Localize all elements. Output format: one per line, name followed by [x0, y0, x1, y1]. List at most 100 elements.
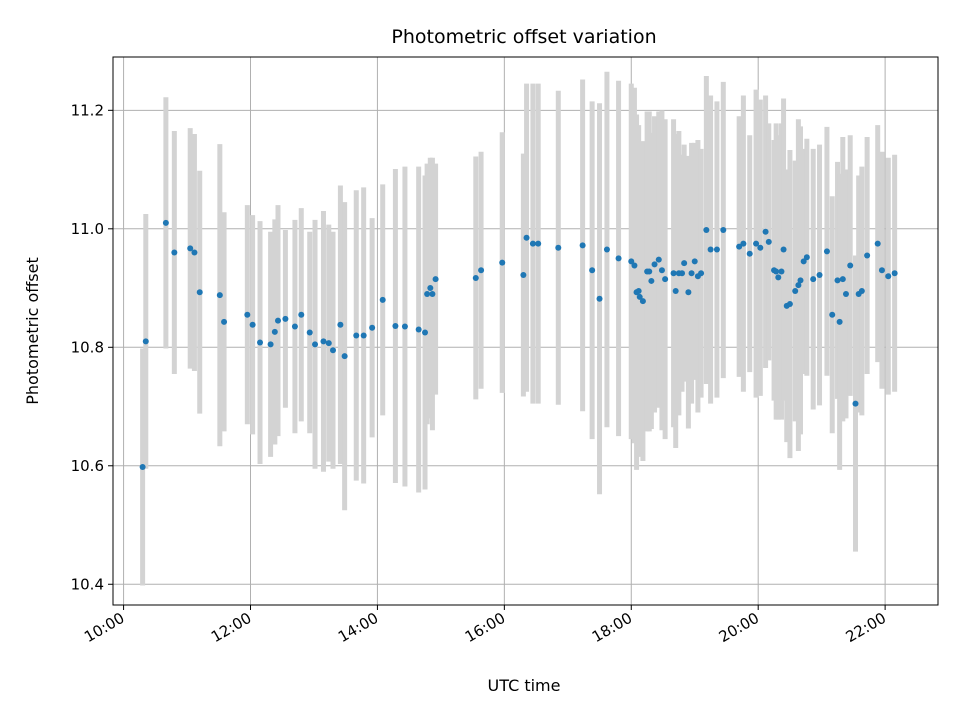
data-point [216, 292, 223, 299]
data-point [337, 321, 344, 328]
y-axis-ticks: 10.4 10.6 10.8 11.0 11.2 [71, 101, 113, 593]
data-point [171, 249, 178, 256]
data-point [427, 285, 434, 292]
data-point [360, 332, 367, 339]
data-point [472, 274, 479, 281]
data-point [330, 347, 336, 354]
data-point [312, 341, 319, 348]
data-point [596, 295, 603, 302]
data-point [713, 246, 720, 253]
data-point [139, 463, 146, 470]
data-point [874, 240, 881, 247]
data-point [648, 277, 655, 284]
data-point [635, 288, 642, 295]
data-point [257, 339, 264, 346]
data-point [221, 318, 228, 325]
data-point [291, 323, 298, 330]
data-point [778, 268, 785, 275]
data-point [275, 317, 281, 324]
data-point [628, 258, 635, 265]
data-point [842, 290, 849, 297]
data-point [679, 270, 686, 277]
data-point [191, 249, 198, 256]
data-point [636, 293, 643, 300]
data-point [589, 267, 596, 274]
data-point [249, 321, 256, 328]
data-point [579, 242, 586, 249]
data-point [685, 289, 692, 296]
data-point [555, 244, 562, 251]
data-point [823, 248, 830, 255]
data-point [535, 240, 542, 247]
data-point [655, 256, 662, 263]
data-point [864, 252, 871, 259]
data-point [773, 268, 780, 275]
data-point [369, 324, 376, 331]
data-point [639, 298, 646, 305]
data-point [162, 219, 169, 226]
data-point [142, 338, 149, 345]
data-point [341, 353, 348, 360]
data-point [499, 259, 506, 266]
x-axis-label: UTC time [488, 676, 561, 695]
data-point [885, 273, 892, 280]
data-point [698, 270, 705, 277]
data-point [746, 250, 753, 257]
data-point [829, 311, 836, 318]
y-axis-label: Photometric offset [23, 257, 42, 405]
data-point [765, 238, 772, 245]
data-point [670, 270, 677, 277]
y-tick-label: 11.2 [71, 101, 104, 119]
data-point [353, 332, 360, 339]
data-point [847, 262, 854, 269]
data-point [401, 323, 408, 330]
y-tick-label: 10.6 [71, 457, 104, 475]
data-point [757, 244, 764, 251]
data-point [306, 329, 313, 336]
data-point [429, 290, 436, 297]
data-point [520, 272, 527, 279]
y-tick-label: 10.4 [71, 575, 104, 593]
data-point [325, 340, 332, 347]
data-point [603, 246, 610, 253]
data-point [187, 245, 194, 252]
data-point [834, 277, 841, 284]
data-point [775, 274, 782, 281]
data-point [707, 246, 714, 253]
data-point [740, 240, 747, 247]
data-point [424, 290, 431, 297]
data-point [615, 255, 622, 262]
data-point [852, 400, 859, 407]
chart-title: Photometric offset variation [391, 26, 656, 48]
data-point [662, 276, 669, 283]
data-point [415, 326, 422, 333]
data-point [282, 315, 289, 322]
data-point [681, 260, 688, 267]
data-point [878, 267, 885, 274]
data-point [891, 270, 898, 277]
data-point [800, 258, 807, 265]
data-point [267, 341, 274, 348]
data-point [523, 234, 530, 241]
data-point [432, 276, 439, 283]
data-point [672, 288, 679, 295]
data-point [244, 311, 251, 318]
data-point [792, 288, 799, 295]
data-point [786, 301, 793, 308]
data-point [320, 338, 327, 345]
data-point [688, 270, 695, 277]
data-point [196, 289, 203, 296]
y-tick-label: 10.8 [71, 338, 104, 356]
data-point [753, 240, 760, 247]
data-point [836, 318, 843, 325]
data-point [691, 258, 698, 265]
data-point [422, 329, 429, 336]
data-point [858, 288, 865, 295]
data-point [720, 226, 727, 233]
data-point [810, 276, 817, 283]
data-point [780, 246, 787, 253]
data-point [795, 282, 802, 289]
plot-frame [112, 56, 939, 606]
data-point [478, 267, 485, 274]
